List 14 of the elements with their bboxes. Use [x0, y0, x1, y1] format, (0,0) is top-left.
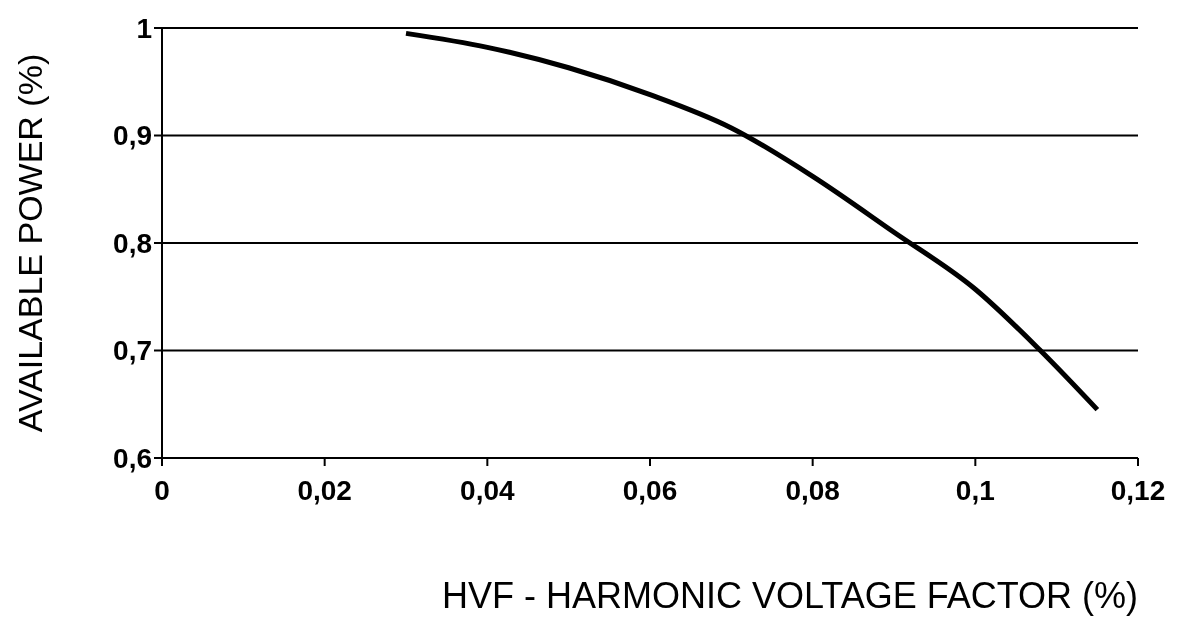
y-axis-title: AVAILABLE POWER (%)	[11, 53, 50, 433]
x-tick-label: 0,1	[955, 474, 995, 506]
x-tick-label: 0,12	[1110, 474, 1166, 506]
y-tick-label: 1	[136, 12, 152, 44]
x-tick-label: 0,08	[785, 474, 840, 506]
y-tick-label: 0,8	[113, 227, 152, 259]
x-axis-title: HVF - HARMONIC VOLTAGE FACTOR (%)	[441, 575, 1138, 616]
x-tick-label: 0	[154, 474, 170, 506]
y-tick-label: 0,7	[113, 335, 152, 367]
x-tick-label: 0,04	[460, 474, 516, 506]
x-tick-label: 0,02	[297, 474, 352, 506]
y-tick-label: 0,6	[113, 442, 152, 474]
x-tick-label: 0,06	[622, 474, 678, 506]
y-tick-label: 0,9	[113, 120, 152, 152]
